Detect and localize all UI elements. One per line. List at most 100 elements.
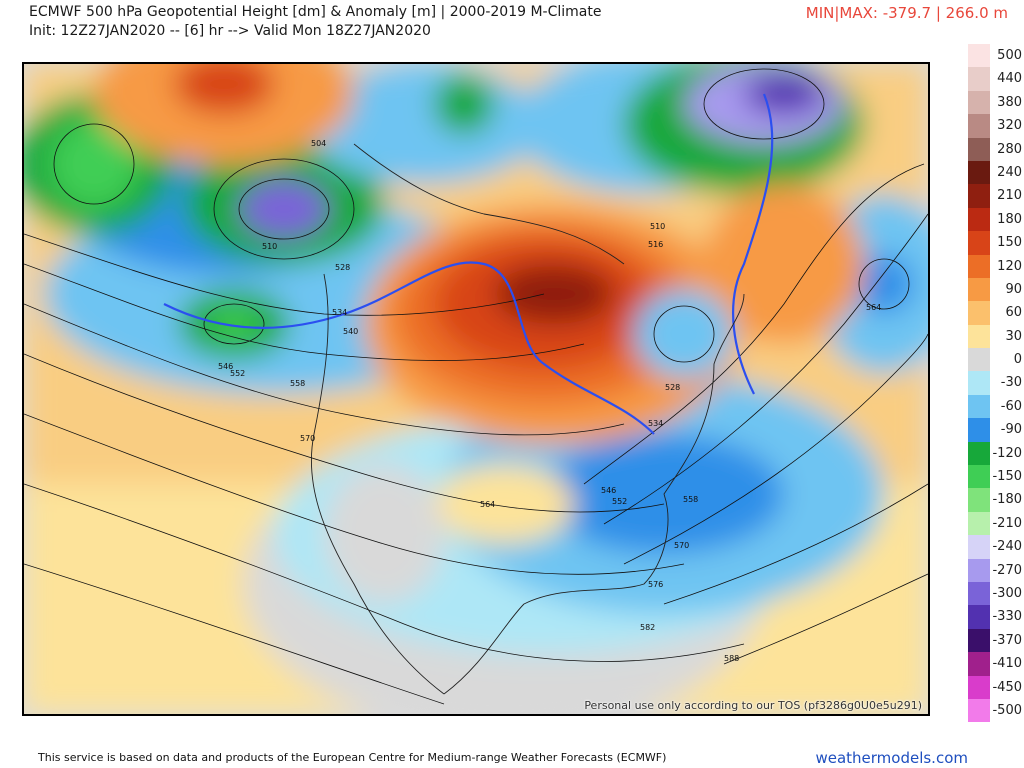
legend-swatch <box>968 488 990 512</box>
legend-swatch <box>968 231 990 255</box>
contour-label: 516 <box>648 240 663 249</box>
legend-entry: 500 <box>968 44 1024 68</box>
legend-entry: -410 <box>968 652 1024 676</box>
legend-label: 320 <box>997 118 1022 134</box>
highlight-contour <box>163 93 774 435</box>
legend-entry: -270 <box>968 558 1024 582</box>
contour-label: 552 <box>230 369 245 378</box>
legend-label: -180 <box>992 492 1022 508</box>
legend-swatch <box>968 160 990 185</box>
legend-entry: -500 <box>968 698 1024 723</box>
legend-label: 280 <box>997 141 1022 157</box>
legend-swatch <box>968 301 990 325</box>
legend-entry: -450 <box>968 675 1024 699</box>
legend-entry: -120 <box>968 441 1024 466</box>
legend-swatch <box>968 114 990 138</box>
legend-label: -450 <box>992 679 1022 695</box>
legend-entry: 30 <box>968 324 1024 349</box>
legend-entry: 380 <box>968 90 1024 115</box>
legend-label: 180 <box>997 211 1022 227</box>
legend-entry: -30 <box>968 371 1024 395</box>
legend-entry: -300 <box>968 581 1024 606</box>
legend-swatch <box>968 207 990 232</box>
legend-swatch <box>968 558 990 582</box>
init-valid-time: Init: 12Z27JAN2020 -- [6] hr --> Valid M… <box>29 23 431 39</box>
contour-label: 576 <box>648 580 663 589</box>
contour-label: 582 <box>640 623 655 632</box>
legend-label: -300 <box>992 585 1022 601</box>
legend-swatch <box>968 44 990 68</box>
legend-swatch <box>968 698 990 723</box>
anomaly-map-canvas: 504 510 528 534 540 546 552 558 570 564 … <box>24 64 928 714</box>
legend-entry: -90 <box>968 418 1024 442</box>
contour-label: 534 <box>332 308 347 317</box>
contour-label: 588 <box>724 654 739 663</box>
legend-entry: 0 <box>968 348 1024 372</box>
contour-label: 510 <box>262 242 277 251</box>
legend-label: -120 <box>992 445 1022 461</box>
legend-entry: 120 <box>968 254 1024 278</box>
legend-swatch <box>968 535 990 559</box>
legend-swatch <box>968 441 990 466</box>
contour-label: 504 <box>311 139 326 148</box>
contour-label: 570 <box>300 434 315 443</box>
legend-label: -330 <box>992 609 1022 625</box>
brand-link[interactable]: weathermodels.com <box>815 749 968 767</box>
contour-labels: 504 510 528 534 540 546 552 558 570 564 … <box>218 139 881 663</box>
legend-label: 380 <box>997 94 1022 110</box>
legend-entry: 90 <box>968 277 1024 302</box>
legend-entry: 240 <box>968 160 1024 185</box>
legend-label: 120 <box>997 258 1022 274</box>
legend-entry: 440 <box>968 67 1024 91</box>
legend-swatch <box>968 137 990 161</box>
legend-label: -370 <box>992 632 1022 648</box>
legend-swatch <box>968 581 990 606</box>
legend-entry: -180 <box>968 488 1024 512</box>
color-legend: 500 440 380 320 280 240 210 180 150 120 90 60 30 0 -30… <box>968 44 1024 723</box>
contour-label: 570 <box>674 541 689 550</box>
legend-label: -500 <box>992 702 1022 718</box>
legend-entry: -370 <box>968 628 1024 653</box>
contour-label: 564 <box>866 303 881 312</box>
legend-label: -270 <box>992 562 1022 578</box>
legend-label: 0 <box>1013 352 1022 368</box>
legend-label: 150 <box>997 235 1022 251</box>
contour-label: 564 <box>480 500 495 509</box>
legend-swatch <box>968 675 990 699</box>
legend-label: -90 <box>1000 422 1022 438</box>
legend-label: 30 <box>1005 328 1022 344</box>
legend-swatch <box>968 652 990 676</box>
legend-entry: -60 <box>968 394 1024 419</box>
legend-swatch <box>968 67 990 91</box>
chart-title: ECMWF 500 hPa Geopotential Height [dm] &… <box>29 4 602 20</box>
legend-entry: 150 <box>968 231 1024 255</box>
contour-label: 546 <box>601 486 616 495</box>
legend-label: -240 <box>992 539 1022 555</box>
coastlines <box>310 143 745 695</box>
anomaly-fill <box>24 64 928 714</box>
legend-entry: 180 <box>968 207 1024 232</box>
legend-swatch <box>968 465 990 489</box>
legend-entry: -150 <box>968 465 1024 489</box>
legend-label: 90 <box>1005 281 1022 297</box>
legend-label: 440 <box>997 71 1022 87</box>
legend-swatch <box>968 324 990 349</box>
legend-label: 240 <box>997 164 1022 180</box>
contour-label: 540 <box>343 327 358 336</box>
legend-entry: 320 <box>968 114 1024 138</box>
tos-credit: Personal use only according to our TOS (… <box>584 699 922 712</box>
legend-label: -210 <box>992 515 1022 531</box>
contour-label: 558 <box>290 379 305 388</box>
legend-swatch <box>968 277 990 302</box>
legend-swatch <box>968 628 990 653</box>
legend-label: 60 <box>1005 305 1022 321</box>
height-contours <box>24 68 928 705</box>
legend-label: -150 <box>992 469 1022 485</box>
legend-swatch <box>968 371 990 395</box>
legend-swatch <box>968 418 990 442</box>
legend-entry: 60 <box>968 301 1024 325</box>
legend-swatch <box>968 90 990 115</box>
legend-entry: -210 <box>968 511 1024 536</box>
legend-label: -410 <box>992 656 1022 672</box>
contour-label: 534 <box>648 419 663 428</box>
